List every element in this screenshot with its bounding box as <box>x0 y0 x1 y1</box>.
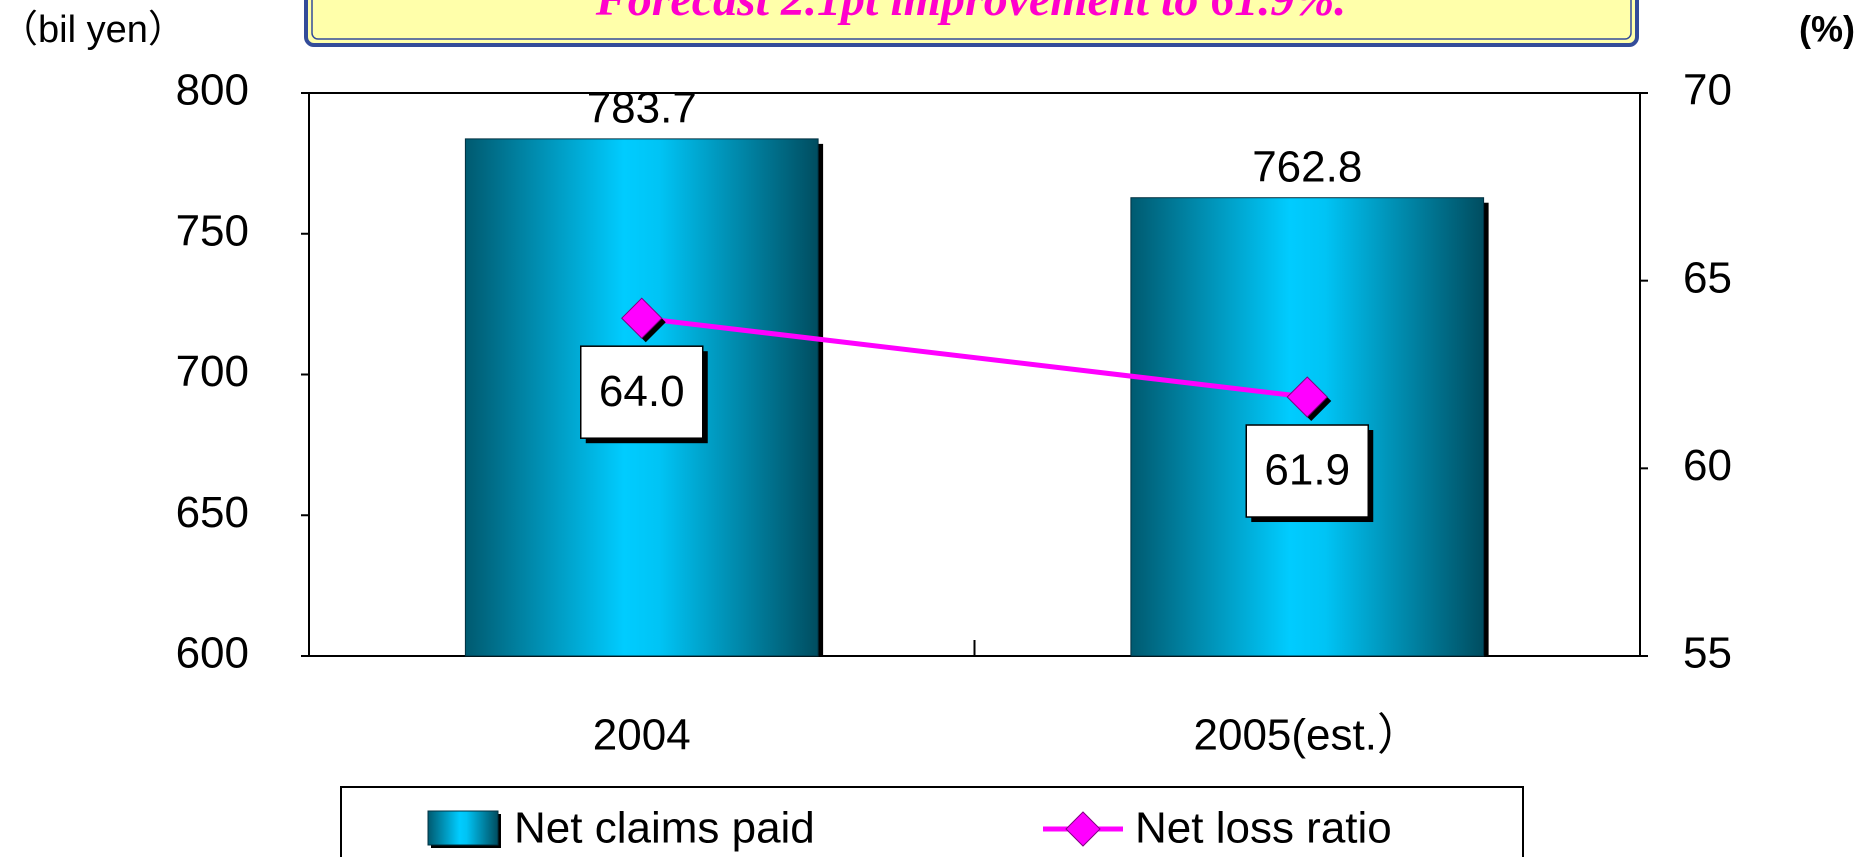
y-axis-label: （bil yen） <box>0 9 186 51</box>
title-box-inner <box>311 0 1632 40</box>
y-tick-label: 650 <box>176 488 249 537</box>
bar-value-label: 762.8 <box>1252 142 1362 191</box>
legend-label: Net loss ratio <box>1135 804 1392 853</box>
line-value-label: 64.0 <box>599 367 685 416</box>
y2-tick-label: 55 <box>1683 629 1732 678</box>
y-tick-label: 600 <box>176 629 249 678</box>
y-tick-label: 700 <box>176 347 249 396</box>
chart-title: Forecast 2.1pt improvement to 61.9%. <box>595 0 1347 26</box>
line <box>641 315 1308 400</box>
legend-swatch <box>427 810 499 846</box>
title-box <box>304 0 1639 47</box>
bar-value-label: 783.7 <box>587 84 697 133</box>
label-box <box>1245 424 1369 518</box>
y2-axis-label: (%) <box>1799 9 1855 50</box>
y2-tick-label: 60 <box>1683 441 1732 490</box>
line-value-label: 61.9 <box>1264 446 1350 495</box>
x-tick-label: 2005(est.） <box>1194 711 1421 760</box>
x-tick-label: 2004 <box>593 711 691 760</box>
y2-tick-label: 70 <box>1683 66 1732 115</box>
line-marker <box>1286 376 1328 418</box>
legend-marker <box>1065 811 1101 847</box>
y-tick-label: 800 <box>176 66 249 115</box>
legend <box>340 786 1524 857</box>
y2-tick-label: 65 <box>1683 253 1732 302</box>
line-marker <box>621 297 663 339</box>
y-tick-label: 750 <box>176 206 249 255</box>
legend-label: Net claims paid <box>514 804 815 853</box>
label-box <box>580 345 704 439</box>
